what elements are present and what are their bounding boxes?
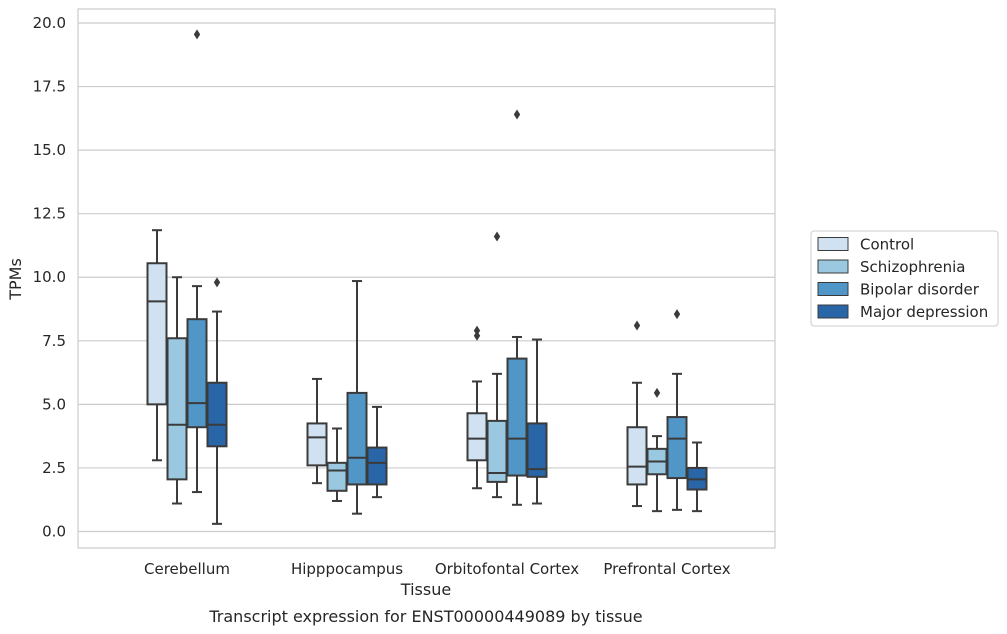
box-0-3 (206, 277, 228, 525)
y-tick-label: 2.5 (42, 459, 66, 477)
box-0-1 (166, 276, 188, 505)
outlier-point (673, 309, 681, 320)
legend-frame (810, 230, 999, 327)
box-iqr (506, 357, 528, 477)
legend-label: Bipolar disorder (860, 281, 980, 299)
box-1-2 (346, 280, 368, 515)
x-tick-label: Hipppocampus (291, 560, 403, 578)
x-tick-labels: Cerebellum Hipppocampus Orbitofontal Corte… (144, 560, 731, 578)
outlier-point (653, 387, 661, 398)
box-iqr (526, 422, 548, 478)
box-iqr (186, 318, 208, 429)
y-tick-labels: 0.0 2.5 5.0 7.5 10.0 12.5 15.0 17.5 20.0 (33, 14, 66, 540)
legend-label: Control (860, 236, 914, 254)
x-axis-label: Tissue (400, 580, 451, 599)
x-tick-label: Orbitofontal Cortex (435, 560, 579, 578)
box-iqr (206, 381, 228, 448)
box-3-0 (626, 320, 648, 508)
box-1-3 (366, 405, 388, 499)
legend-swatch (817, 259, 849, 274)
legend: Control Schizophrenia Bipolar disorder Majo… (810, 230, 999, 327)
y-axis-label: TPMs (6, 258, 25, 301)
y-tick-label: 5.0 (42, 395, 66, 413)
box-3-3 (686, 441, 708, 513)
outlier-point (513, 109, 521, 120)
legend-swatch (817, 304, 849, 319)
y-tick-label: 10.0 (33, 268, 66, 286)
box-2-0 (466, 325, 488, 490)
outlier-point (473, 325, 481, 336)
legend-label: Schizophrenia (860, 258, 965, 276)
box-3-1 (646, 387, 668, 513)
y-tick-label: 12.5 (33, 205, 66, 223)
box-iqr (366, 446, 388, 486)
box-iqr (666, 416, 688, 480)
y-tick-label: 7.5 (42, 332, 66, 350)
legend-label: Major depression (860, 303, 988, 321)
y-tick-label: 17.5 (33, 78, 66, 96)
box-iqr (466, 412, 488, 462)
box-iqr (166, 337, 188, 481)
box-iqr (346, 391, 368, 486)
box-iqr (306, 422, 328, 467)
plot-frame (77, 8, 776, 549)
outlier-point (473, 330, 481, 341)
box-iqr (626, 426, 648, 486)
box-3-2 (666, 309, 688, 511)
outlier-point (493, 231, 501, 242)
box-2-2 (506, 109, 528, 506)
boxes (146, 29, 708, 525)
x-tick-label: Prefrontal Cortex (603, 560, 730, 578)
box-0-2 (186, 29, 208, 494)
legend-swatch (817, 282, 849, 296)
box-0-0 (146, 229, 168, 462)
outlier-point (213, 277, 221, 288)
box-iqr (146, 262, 168, 406)
box-2-3 (526, 338, 548, 505)
legend-swatch (817, 237, 849, 251)
outlier-point (193, 29, 201, 40)
x-tick-label: Cerebellum (144, 560, 230, 578)
box-1-0 (306, 377, 328, 485)
box-iqr (326, 461, 348, 492)
chart-caption: Transcript expression for ENST0000044908… (208, 607, 642, 626)
outlier-point (633, 320, 641, 331)
y-tick-label: 0.0 (42, 522, 66, 540)
y-tick-label: 15.0 (33, 141, 66, 159)
y-tick-label: 20.0 (33, 14, 66, 32)
